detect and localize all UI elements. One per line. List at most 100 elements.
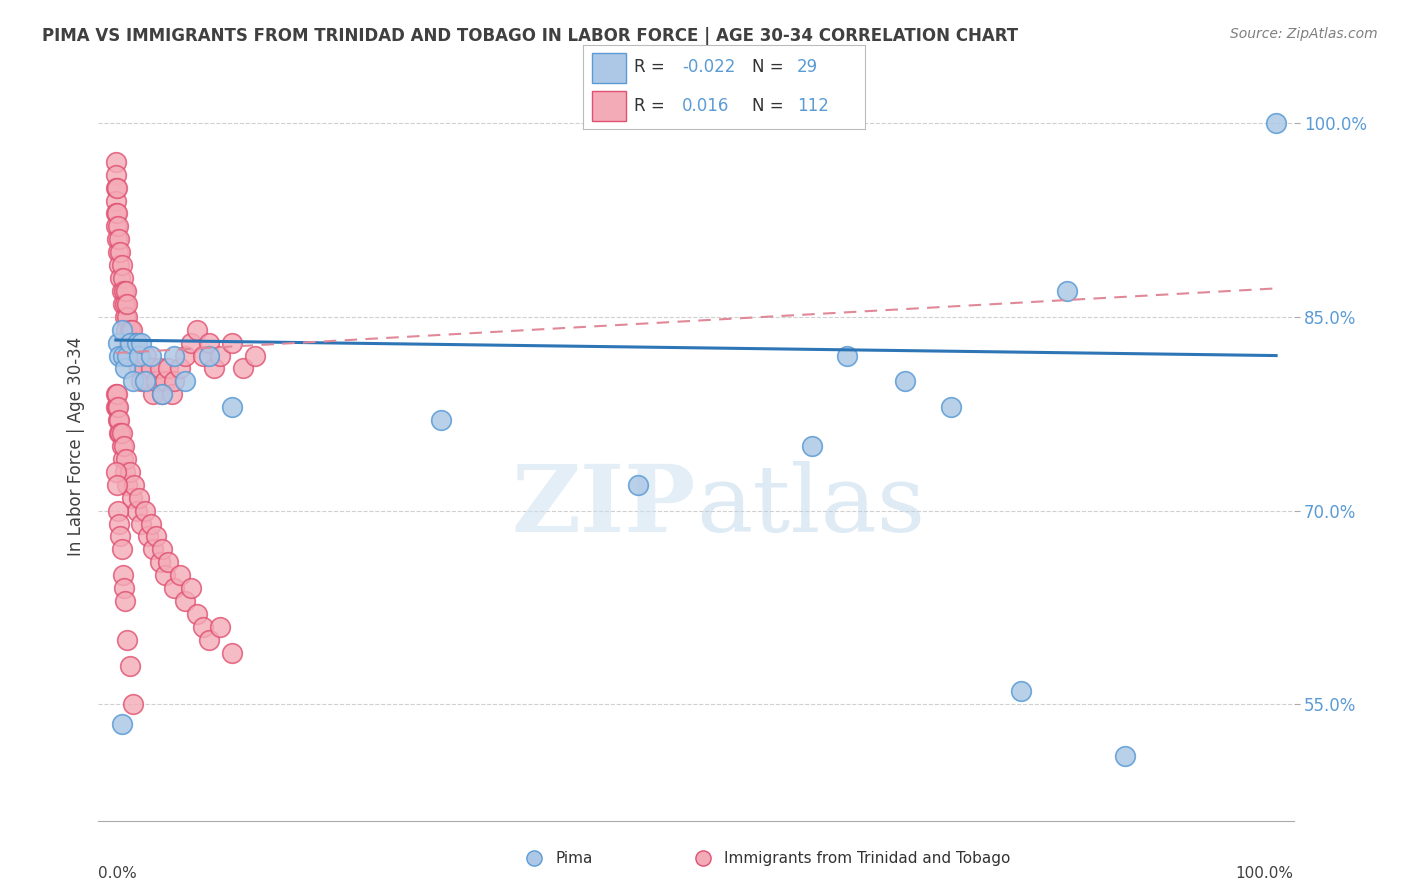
Point bbox=[111, 568, 134, 582]
Point bbox=[135, 349, 157, 363]
Point bbox=[150, 387, 173, 401]
Point bbox=[1056, 284, 1078, 298]
Point bbox=[128, 349, 150, 363]
Point bbox=[122, 375, 145, 389]
Point bbox=[209, 349, 232, 363]
Point bbox=[107, 401, 129, 415]
Point bbox=[125, 335, 148, 350]
Point bbox=[110, 426, 132, 441]
Point bbox=[204, 361, 226, 376]
Point bbox=[111, 284, 134, 298]
Point bbox=[139, 516, 162, 531]
Point bbox=[108, 413, 131, 427]
Point bbox=[111, 349, 134, 363]
Point bbox=[243, 349, 266, 363]
Point bbox=[124, 477, 146, 491]
Point bbox=[111, 271, 134, 285]
Point bbox=[131, 516, 153, 531]
Text: R =: R = bbox=[634, 59, 671, 77]
Point bbox=[110, 271, 132, 285]
Point bbox=[145, 529, 167, 543]
Text: N =: N = bbox=[752, 59, 789, 77]
Point bbox=[112, 439, 135, 453]
Point bbox=[128, 361, 150, 376]
Point bbox=[134, 375, 156, 389]
Point bbox=[136, 375, 159, 389]
FancyBboxPatch shape bbox=[592, 54, 626, 83]
Point bbox=[157, 555, 180, 569]
Point bbox=[111, 716, 134, 731]
Text: R =: R = bbox=[634, 96, 671, 114]
Point bbox=[117, 310, 139, 324]
Point bbox=[118, 658, 141, 673]
Text: Immigrants from Trinidad and Tobago: Immigrants from Trinidad and Tobago bbox=[724, 851, 1011, 865]
Text: 29: 29 bbox=[797, 59, 818, 77]
Point bbox=[118, 335, 141, 350]
Point bbox=[894, 375, 917, 389]
Point bbox=[523, 851, 546, 865]
Point bbox=[134, 503, 156, 517]
Point bbox=[149, 555, 172, 569]
Point bbox=[105, 206, 128, 220]
Text: Source: ZipAtlas.com: Source: ZipAtlas.com bbox=[1230, 27, 1378, 41]
Point bbox=[174, 349, 197, 363]
Point bbox=[107, 413, 129, 427]
Point bbox=[692, 851, 714, 865]
Point bbox=[122, 349, 145, 363]
Point bbox=[121, 323, 143, 337]
Point bbox=[124, 349, 146, 363]
Text: N =: N = bbox=[752, 96, 789, 114]
Point bbox=[117, 335, 139, 350]
Point bbox=[128, 491, 150, 505]
Text: Pima: Pima bbox=[555, 851, 593, 865]
Point bbox=[105, 477, 128, 491]
Point bbox=[117, 632, 139, 647]
Point bbox=[169, 361, 191, 376]
Point bbox=[117, 477, 139, 491]
Point bbox=[209, 620, 232, 634]
Point bbox=[122, 698, 145, 712]
Point bbox=[105, 387, 128, 401]
Y-axis label: In Labor Force | Age 30-34: In Labor Force | Age 30-34 bbox=[66, 336, 84, 556]
Point bbox=[105, 401, 128, 415]
Point bbox=[153, 375, 176, 389]
Point bbox=[232, 361, 254, 376]
Point bbox=[115, 284, 138, 298]
Point bbox=[197, 349, 219, 363]
Point bbox=[105, 180, 128, 194]
Point bbox=[111, 439, 134, 453]
Point bbox=[221, 401, 243, 415]
Point bbox=[110, 529, 132, 543]
Point bbox=[174, 375, 197, 389]
Point bbox=[118, 465, 141, 479]
Point bbox=[104, 401, 127, 415]
Point bbox=[132, 361, 155, 376]
Point bbox=[117, 297, 139, 311]
Point bbox=[169, 568, 191, 582]
Point bbox=[104, 180, 127, 194]
Point bbox=[1114, 749, 1136, 764]
Point bbox=[108, 516, 131, 531]
Point bbox=[153, 568, 176, 582]
Point bbox=[104, 465, 127, 479]
Point bbox=[111, 451, 134, 466]
Text: ZIP: ZIP bbox=[512, 461, 696, 551]
Point bbox=[186, 607, 208, 621]
Point bbox=[108, 426, 131, 441]
Point bbox=[174, 594, 197, 608]
Point bbox=[801, 439, 824, 453]
Point bbox=[157, 361, 180, 376]
Point bbox=[1265, 116, 1288, 130]
Point bbox=[120, 335, 142, 350]
Point bbox=[221, 335, 243, 350]
Point bbox=[104, 194, 127, 208]
Text: 0.016: 0.016 bbox=[682, 96, 730, 114]
Point bbox=[191, 349, 214, 363]
Text: 112: 112 bbox=[797, 96, 830, 114]
Point bbox=[104, 206, 127, 220]
Point bbox=[118, 323, 141, 337]
Point bbox=[107, 503, 129, 517]
Point bbox=[142, 387, 165, 401]
Point bbox=[163, 375, 186, 389]
Point bbox=[125, 503, 148, 517]
